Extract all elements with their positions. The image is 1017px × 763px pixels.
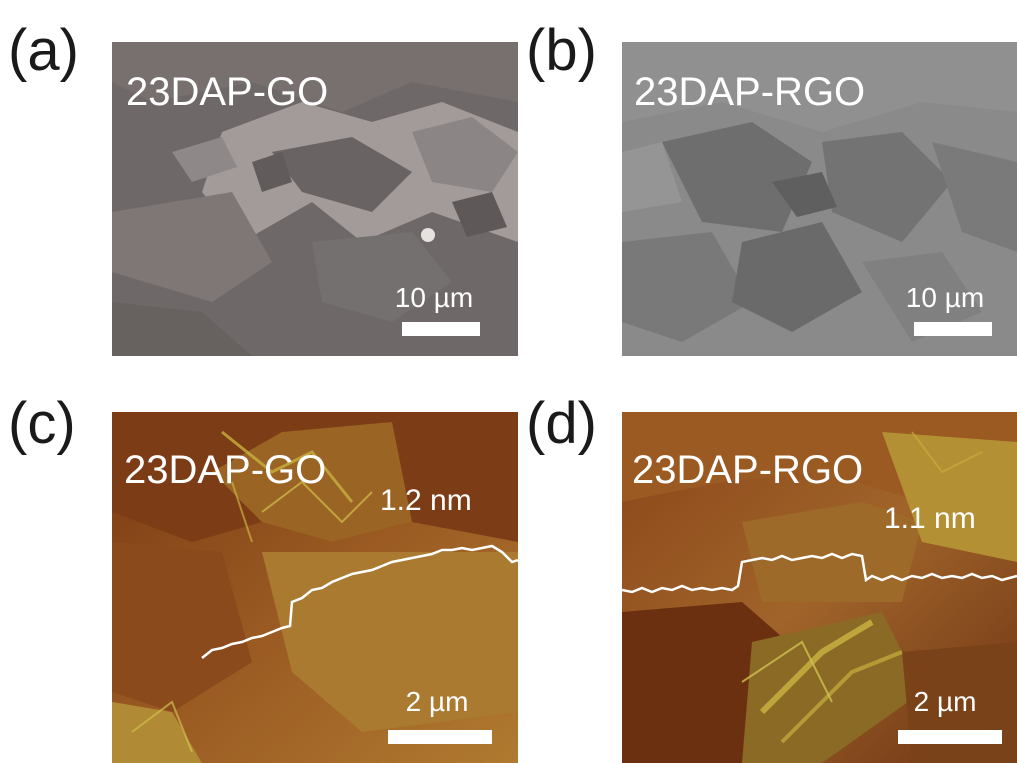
sample-label-a: 23DAP-GO [126,70,329,114]
scale-bar-b [914,322,992,336]
step-height-label-c: 1.2 nm [380,484,472,517]
panel-letter-c: (c) [8,391,76,456]
scale-bar-c [388,730,492,744]
sample-label-b: 23DAP-RGO [634,70,866,114]
sample-label-d: 23DAP-RGO [632,448,864,492]
scale-bar-d [898,730,1002,744]
afm-image-rgo: 23DAP-RGO 1.1 nm 2 µm [622,412,1017,763]
scale-text-d: 2 µm [913,686,977,717]
scale-text-b: 10 µm [905,282,985,313]
afm-image-go: 23DAP-GO 1.2 nm 2 µm [112,412,518,763]
sem-micrograph-rgo [622,42,1017,356]
sem-image-go: 23DAP-GO 10 µm [112,42,518,356]
panel-letter-a: (a) [8,18,79,83]
panel-letter-b: (b) [526,18,597,83]
sample-label-c: 23DAP-GO [124,448,327,492]
panel-letter-d: (d) [526,391,597,456]
sem-image-rgo: 23DAP-RGO 10 µm [622,42,1017,356]
scale-text-a: 10 µm [394,282,474,313]
scale-text-c: 2 µm [405,686,469,717]
scale-bar-a [402,322,480,336]
step-height-label-d: 1.1 nm [884,502,976,535]
sem-micrograph-go [112,42,518,356]
